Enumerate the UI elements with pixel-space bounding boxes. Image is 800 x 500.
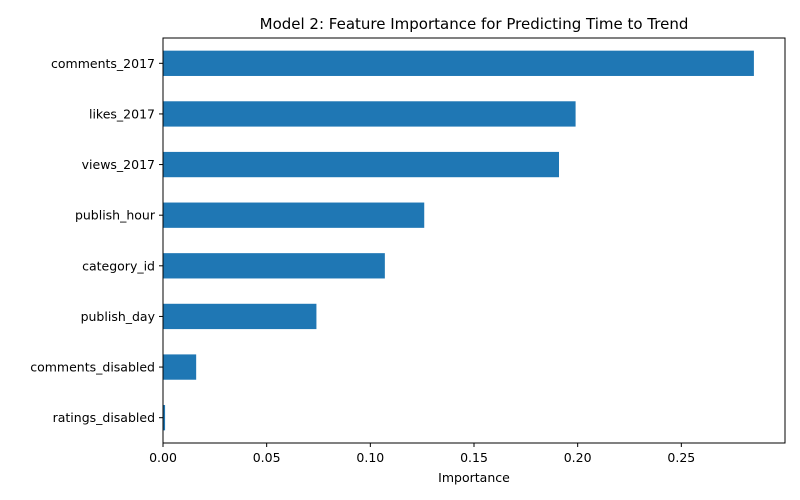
y-axis-ticks: comments_2017 likes_2017 views_2017publish… [30,56,163,425]
y-tick-label: ratings_disabled [53,410,155,425]
bars-group [163,50,754,431]
chart-title: Model 2: Feature Importance for Predicti… [260,15,689,33]
bar-likes-2017 [163,101,576,127]
y-tick-label: comments_disabled [30,360,155,375]
y-tick-label: publish_day [81,309,156,324]
x-tick-label: 0.10 [356,450,384,465]
bar-ratings-disabled [163,405,166,431]
y-tick-label: views_2017 [82,157,155,172]
plot-frame [162,37,786,444]
x-tick-label: 0.05 [253,450,281,465]
x-tick-label: 0.15 [460,450,488,465]
y-tick-label: category_id [82,258,155,273]
x-tick-label: 0.25 [667,450,695,465]
bar-views-2017 [163,151,560,178]
bar-comments-2017 [163,50,754,76]
x-tick-label: 0.00 [149,450,177,465]
x-axis-ticks: 0.00 0.05 0.10 0.15 0.20 0.25 [149,443,695,465]
bar-publish-hour [163,202,425,228]
y-tick-label: publish_hour [75,208,156,223]
bar-category-id [163,253,385,279]
y-tick-label: likes_2017 [89,106,155,121]
y-tick-label: comments_2017 [51,56,155,71]
x-axis-label: Importance [438,470,510,485]
bar-comments-disabled [163,354,197,380]
x-tick-label: 0.20 [564,450,592,465]
bar-publish-day [163,303,317,330]
